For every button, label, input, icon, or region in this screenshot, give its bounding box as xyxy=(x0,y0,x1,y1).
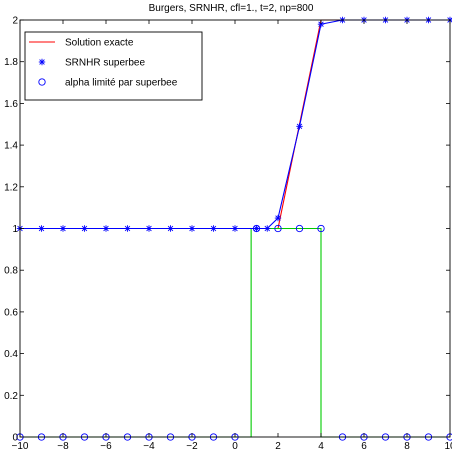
y-tick-label: 0.4 xyxy=(4,349,18,360)
x-tick-label: 4 xyxy=(318,441,324,452)
y-tick-label: 1.2 xyxy=(4,182,18,193)
series-3-line xyxy=(20,227,450,438)
y-tick-label: 0.6 xyxy=(4,307,18,318)
chart-title: Burgers, SRNHR, cfl=1., t=2, np=800 xyxy=(149,3,314,14)
y-tick-label: 1 xyxy=(12,224,18,235)
x-tick-label: −8 xyxy=(57,441,69,452)
y-tick-label: 0.8 xyxy=(4,266,18,277)
legend-box xyxy=(24,31,203,101)
series-1-point xyxy=(102,225,110,232)
series-1-point xyxy=(253,225,260,232)
legend-label: Solution exacte xyxy=(65,38,134,49)
y-tick-label: 1.4 xyxy=(4,141,18,152)
y-tick-label: 1.8 xyxy=(4,57,18,68)
y-tick-label: 2 xyxy=(12,16,18,27)
series-1-point xyxy=(188,225,196,232)
series-2-point xyxy=(317,224,325,233)
series-1-point xyxy=(264,225,271,232)
legend-item: alpha limité par superbee xyxy=(38,78,178,89)
series-1-point xyxy=(38,225,45,232)
x-tick-label: −10 xyxy=(12,441,29,452)
series-1-point xyxy=(124,225,131,232)
x-tick-label: 0 xyxy=(232,441,238,452)
series-2-point xyxy=(252,224,261,233)
x-tick-label: −6 xyxy=(100,441,112,452)
y-tick-label: 1.6 xyxy=(4,99,18,110)
legend-label: SRNHR superbee xyxy=(65,58,145,69)
y-tick-label: 0 xyxy=(12,433,18,444)
x-tick-label: 10 xyxy=(444,441,452,452)
x-tick-label: 8 xyxy=(404,441,410,452)
x-tick-label: −2 xyxy=(186,441,198,452)
x-tick-label: −4 xyxy=(143,441,155,452)
series-2-point xyxy=(295,224,304,233)
series-1-point xyxy=(231,225,239,232)
series-1-point xyxy=(274,214,282,222)
x-tick-label: 2 xyxy=(275,441,281,452)
legend-item: SRNHR superbee xyxy=(38,58,145,69)
x-tick-label: 6 xyxy=(361,441,367,452)
legend: Solution exacte SRNHR superbee alpha limit… xyxy=(24,31,203,101)
series-1-point xyxy=(296,123,303,130)
series-1-point xyxy=(167,225,174,232)
series-1-point xyxy=(81,225,88,232)
series-1-point xyxy=(145,225,153,232)
legend-item: Solution exacte xyxy=(29,38,134,49)
legend-swatch-star xyxy=(38,58,46,66)
series-2-point xyxy=(274,224,282,233)
series-1-point xyxy=(210,225,217,232)
y-tick-label: 0.2 xyxy=(4,391,18,402)
legend-label: alpha limité par superbee xyxy=(65,78,178,89)
series-1-point xyxy=(59,225,67,232)
axes: −10 −8 −6 −4 −2 0 2 4 6 8 10 0 0.2 0.4 0.6 0.8 1 1.2 1.4 1.… xyxy=(4,16,452,453)
legend-swatch-circle xyxy=(38,78,46,86)
